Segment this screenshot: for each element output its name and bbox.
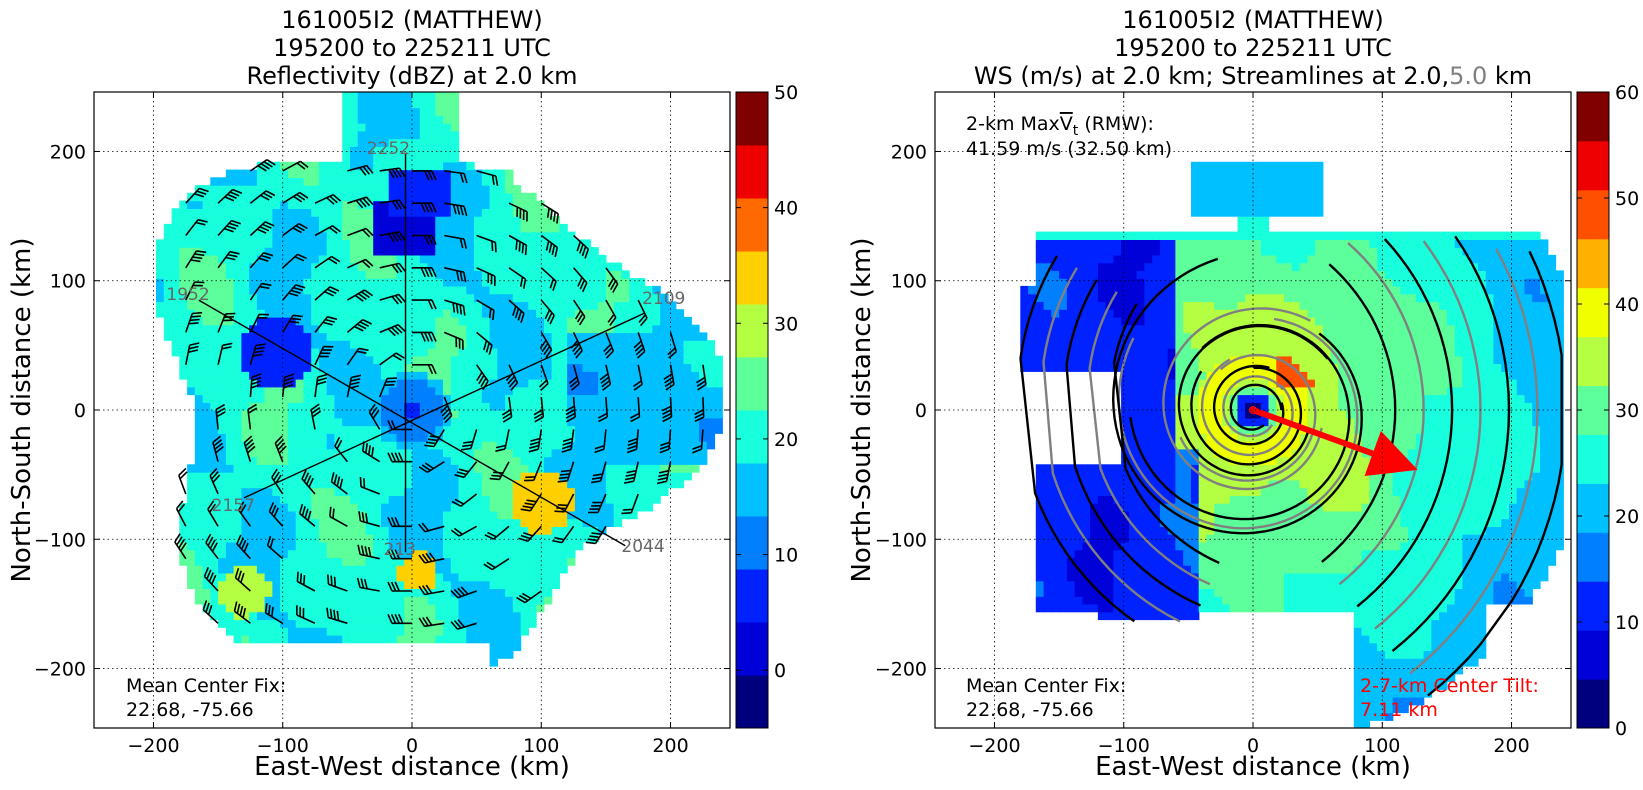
leg-time-label: 2109 <box>642 289 685 309</box>
colorbar-segment <box>736 92 768 146</box>
colorbar-tick-label: 30 <box>774 313 798 335</box>
leg-time-label: 1952 <box>166 285 209 305</box>
colorbar-segment <box>1577 288 1609 337</box>
left-center-fix-line-2: 22.68, -75.66 <box>126 699 254 721</box>
colorbar-tick-label: 0 <box>1615 718 1627 740</box>
max-wind-value: 41.59 m/s (32.50 km) <box>966 138 1172 160</box>
colorbar-segment <box>736 198 768 252</box>
colorbar-tick-label: 50 <box>1615 188 1639 210</box>
left-title-line-3: Reflectivity (dBZ) at 2.0 km <box>247 62 578 90</box>
colorbar-segment <box>736 675 768 729</box>
reflectivity-colorbar: 0 10 20 30 40 50 <box>736 82 798 729</box>
colorbar-segment <box>736 357 768 411</box>
colorbar-tick-label: 40 <box>1615 294 1639 316</box>
y-tick-label: −100 <box>34 529 86 551</box>
reflectivity-panel: 161005I2 (MATTHEW) 195200 to 225211 UTC … <box>7 6 798 782</box>
colorbar-segment <box>1577 434 1609 483</box>
y-tick-label: 200 <box>50 141 86 163</box>
colorbar-segment <box>1577 190 1609 239</box>
left-title-line-2: 195200 to 225211 UTC <box>273 34 551 62</box>
right-title-line-3: WS (m/s) at 2.0 km; Streamlines at 2.0,5… <box>974 62 1532 90</box>
colorbar-tick-label: 10 <box>1615 612 1639 634</box>
colorbar-segment <box>1577 141 1609 190</box>
y-tick-label: 0 <box>915 400 927 422</box>
y-tick-label: −100 <box>875 529 927 551</box>
reflectivity-field <box>156 92 723 667</box>
colorbar-segment <box>1577 679 1609 728</box>
right-y-axis-label: North-South distance (km) <box>847 237 877 582</box>
colorbar-tick-label: 30 <box>1615 400 1639 422</box>
colorbar-segment <box>1577 337 1609 386</box>
colorbar-tick-label: 10 <box>774 545 798 567</box>
colorbar-segment <box>736 410 768 464</box>
colorbar-segment <box>736 569 768 623</box>
right-x-axis-label: East-West distance (km) <box>1095 752 1411 782</box>
right-title-part-b: 5.0 <box>1449 62 1487 90</box>
max-wind-label: 2-km MaxVt (RMW): <box>966 113 1154 139</box>
left-title-line-1: 161005I2 (MATTHEW) <box>281 6 542 34</box>
colorbar-tick-label: 0 <box>774 660 786 682</box>
x-tick-label: 200 <box>652 735 688 757</box>
x-tick-label: 200 <box>1493 735 1529 757</box>
leg-time-label: 2044 <box>621 537 664 557</box>
colorbar-tick-label: 50 <box>774 82 798 104</box>
colorbar-segment <box>736 622 768 676</box>
colorbar-segment <box>736 251 768 305</box>
leg-time-label: 2157 <box>212 496 255 516</box>
colorbar-segment <box>1577 92 1609 141</box>
leg-time-label: 213 <box>384 540 416 560</box>
left-x-axis-label: East-West distance (km) <box>254 752 570 782</box>
colorbar-tick-label: 40 <box>774 198 798 220</box>
wind-speed-field <box>1020 162 1564 729</box>
right-center-fix-line-2: 22.68, -75.66 <box>966 699 1094 721</box>
y-tick-label: 0 <box>74 400 86 422</box>
colorbar-tick-label: 20 <box>1615 506 1639 528</box>
colorbar-tick-label: 20 <box>774 429 798 451</box>
right-title-part-c: km <box>1487 62 1532 90</box>
y-tick-label: −200 <box>34 659 86 681</box>
colorbar-segment <box>1577 483 1609 532</box>
left-y-axis-label: North-South distance (km) <box>7 237 37 582</box>
left-center-fix-line-1: Mean Center Fix: <box>126 675 286 697</box>
colorbar-segment <box>736 145 768 199</box>
right-title-part-a: WS (m/s) at 2.0 km; Streamlines at 2.0, <box>974 62 1449 90</box>
colorbar-tick-label: 60 <box>1615 82 1639 104</box>
y-tick-label: 100 <box>50 271 86 293</box>
y-tick-label: 100 <box>891 271 927 293</box>
right-center-fix-line-1: Mean Center Fix: <box>966 675 1126 697</box>
colorbar-segment <box>1577 532 1609 581</box>
center-tilt-line-2: 7.11 km <box>1360 699 1438 721</box>
x-tick-label: −200 <box>968 735 1020 757</box>
colorbar-segment <box>736 516 768 570</box>
wind-speed-panel: 161005I2 (MATTHEW) 195200 to 225211 UTC … <box>847 6 1639 782</box>
y-tick-label: 200 <box>891 141 927 163</box>
x-tick-label: −200 <box>127 735 179 757</box>
colorbar-segment <box>1577 630 1609 679</box>
colorbar-segment <box>736 304 768 358</box>
right-title-line-2: 195200 to 225211 UTC <box>1114 34 1392 62</box>
center-tilt-line-1: 2-7-km Center Tilt: <box>1360 675 1539 697</box>
y-tick-label: −200 <box>875 659 927 681</box>
leg-time-label: 2252 <box>367 139 410 159</box>
right-title-line-1: 161005I2 (MATTHEW) <box>1122 6 1383 34</box>
colorbar-segment <box>1577 239 1609 288</box>
wind-speed-colorbar: 0 10 20 30 40 50 60 <box>1577 82 1639 740</box>
colorbar-segment <box>1577 581 1609 630</box>
colorbar-segment <box>736 463 768 517</box>
